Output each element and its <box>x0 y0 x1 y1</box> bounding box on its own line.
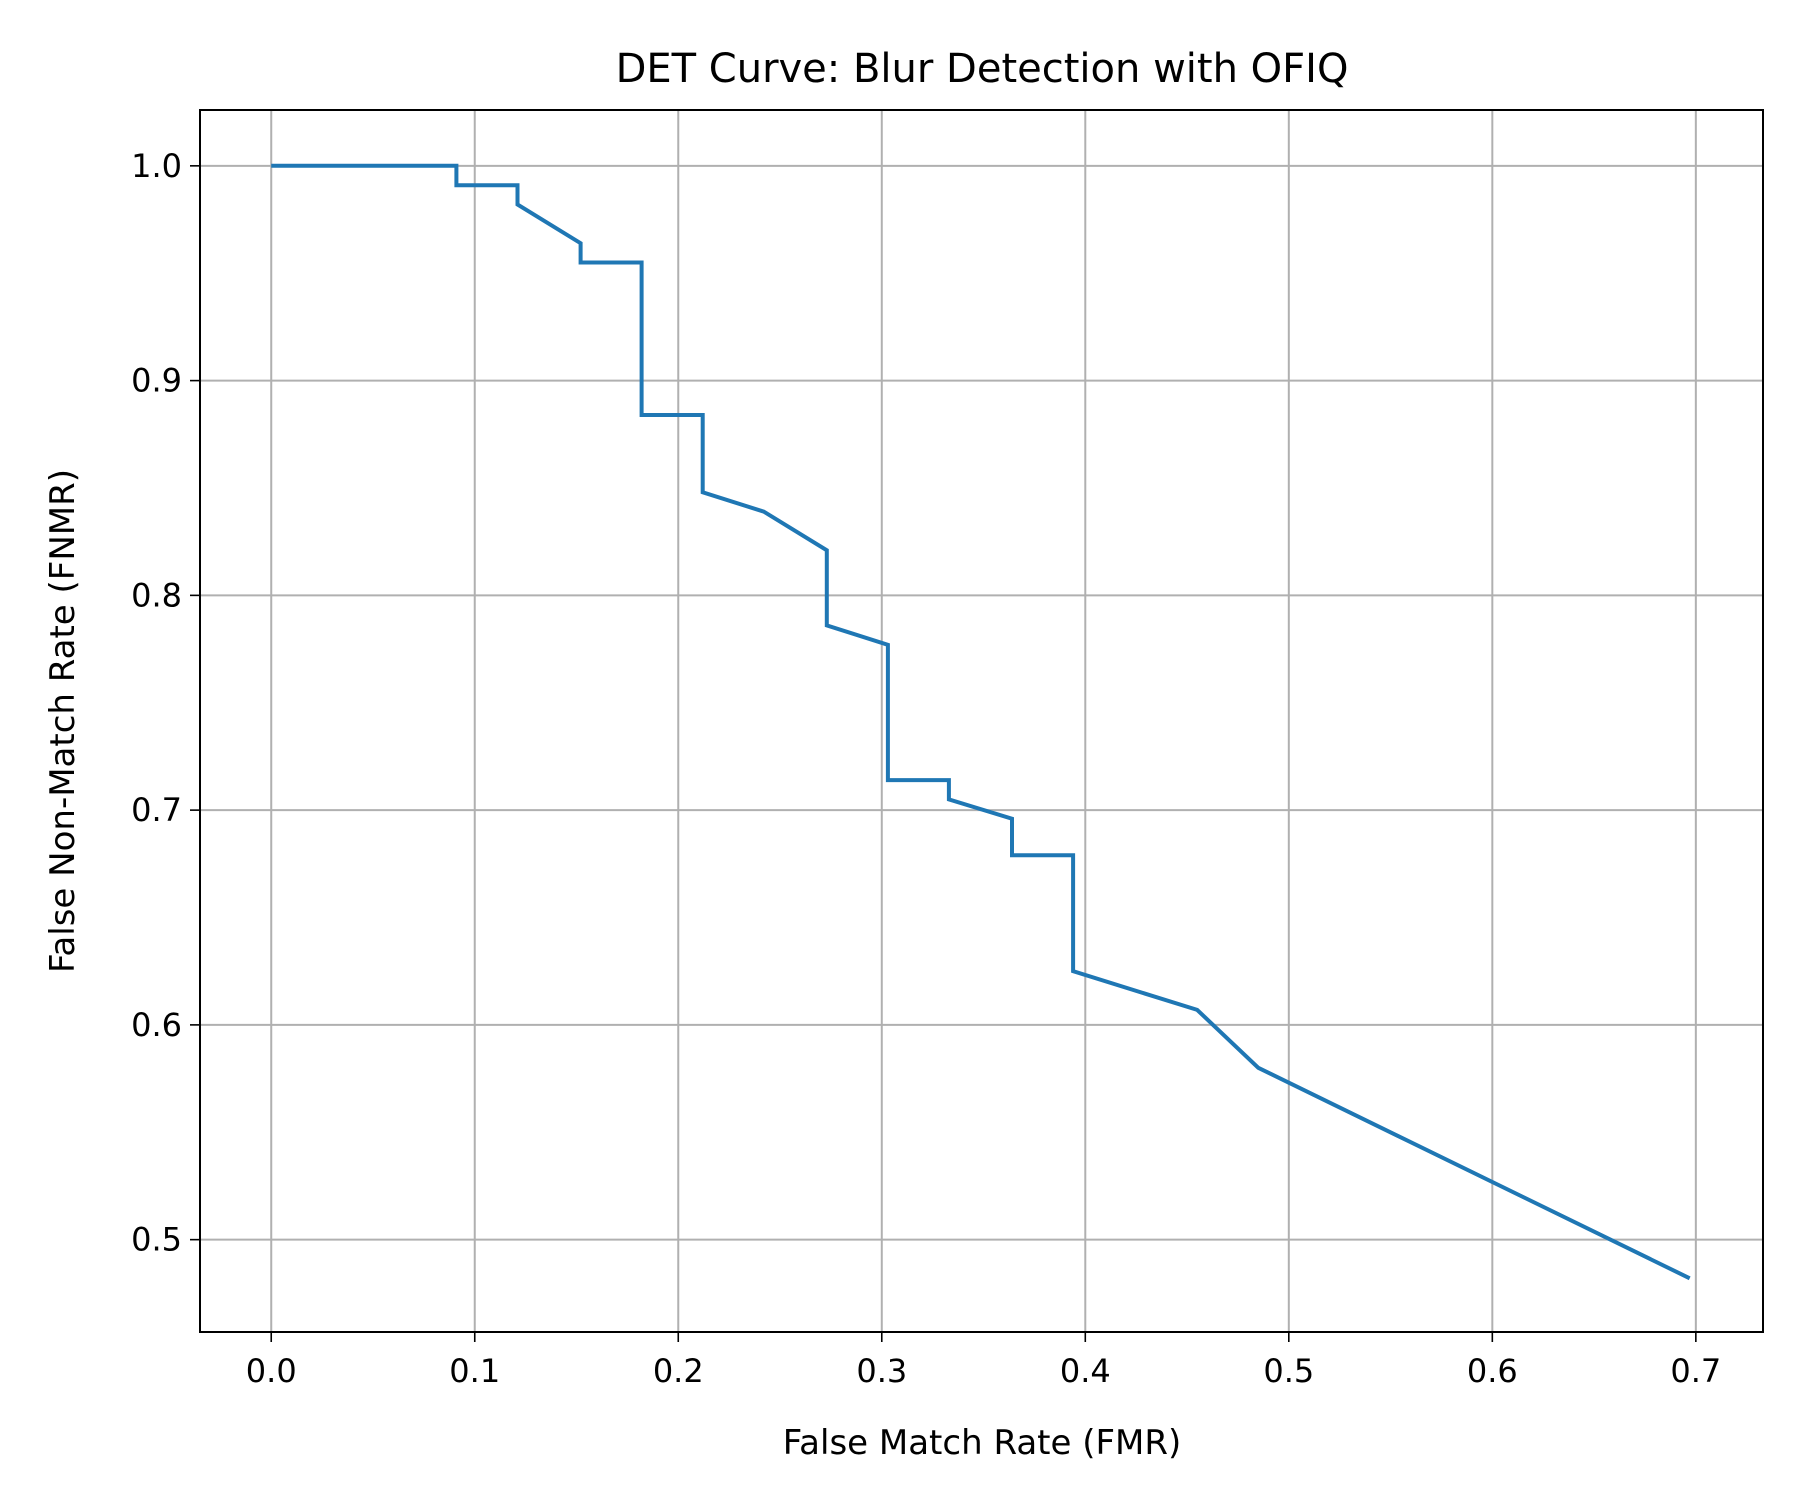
y-axis-label: False Non-Match Rate (FNMR) <box>43 469 83 973</box>
x-tick-label: 0.0 <box>246 1352 297 1390</box>
y-tick-label: 0.5 <box>131 1221 182 1259</box>
det-curve-line <box>271 163 1691 1281</box>
plot-frame <box>199 109 1764 1333</box>
x-tick-label: 0.5 <box>1263 1352 1314 1390</box>
x-tick-label: 0.3 <box>856 1352 907 1390</box>
grid-lines <box>200 110 1763 1332</box>
axis-ticks: 0.0 0.1 0.2 0.3 0.4 0.5 0.6 0.7 0.5 0.6 0.7 0.8 0.9 1… <box>131 147 1721 1390</box>
chart-title: DET Curve: Blur Detection with OFIQ <box>616 46 1349 92</box>
x-tick-label: 0.4 <box>1060 1352 1111 1390</box>
x-tick-label: 0.1 <box>449 1352 500 1390</box>
x-tick-label: 0.7 <box>1670 1352 1721 1390</box>
x-tick-label: 0.2 <box>653 1352 704 1390</box>
x-tick-label: 0.6 <box>1467 1352 1518 1390</box>
y-tick-label: 0.9 <box>131 362 182 400</box>
x-axis-label: False Match Rate (FMR) <box>783 1423 1182 1463</box>
y-tick-label: 0.6 <box>131 1006 182 1044</box>
y-tick-label: 1.0 <box>131 147 182 185</box>
series-layer <box>271 163 1691 1281</box>
y-tick-label: 0.7 <box>131 791 182 829</box>
y-tick-label: 0.8 <box>131 576 182 614</box>
